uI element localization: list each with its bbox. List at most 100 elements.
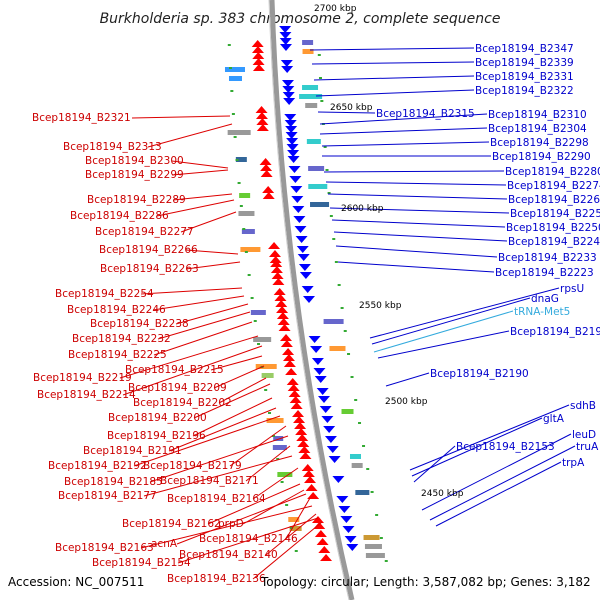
tick-label: 2600 kbp	[341, 204, 384, 214]
feature-tracks	[224, 26, 388, 562]
gene-label: Bcep18194_B2250	[506, 222, 600, 234]
connector-line	[331, 219, 506, 228]
connector-line	[321, 141, 490, 147]
connector-line	[421, 433, 572, 511]
connector-line	[285, 497, 311, 540]
annotation-block	[349, 454, 361, 459]
connector-line	[335, 245, 498, 258]
forward-gene-arrow	[282, 354, 295, 361]
connector-line	[337, 261, 495, 273]
annotation-block	[329, 346, 346, 351]
gene-label: Bcep18194_B2263	[100, 263, 199, 275]
gene-label: Bcep18194_B2163	[55, 542, 154, 554]
gene-label: dnaG	[531, 293, 559, 305]
forward-gene-arrow	[256, 118, 269, 125]
reverse-gene-arrow	[285, 126, 298, 133]
label-connectors	[119, 47, 576, 580]
marker-tick	[253, 320, 257, 322]
marker-tick	[384, 560, 388, 562]
connector-line	[207, 483, 301, 525]
marker-tick	[276, 458, 280, 460]
reverse-gene-arrow	[346, 544, 359, 551]
forward-gene-arrow	[268, 242, 281, 249]
forward-gene-arrow	[251, 46, 264, 53]
gene-label: acnA	[151, 538, 178, 550]
connector-line	[133, 415, 281, 467]
gene-label: Bcep18194_B2177	[58, 490, 157, 502]
forward-gene-arrow	[299, 452, 312, 459]
connector-line	[409, 404, 570, 471]
connector-line	[177, 517, 319, 564]
backbone	[268, 0, 355, 600]
connector-line	[385, 372, 430, 387]
marker-tick	[329, 215, 333, 217]
reverse-gene-arrow	[284, 120, 297, 127]
reverse-gene-arrow	[321, 416, 334, 423]
reverse-gene-arrow	[296, 246, 309, 253]
gene-label: Bcep18194_B2202	[133, 397, 232, 409]
tick-label: 2550 kbp	[359, 301, 402, 311]
marker-tick	[231, 113, 235, 115]
reverse-gene-arrow	[284, 114, 297, 121]
forward-gene-arrow	[311, 516, 324, 523]
forward-gene-arrow	[296, 434, 309, 441]
annotation-block	[227, 130, 251, 135]
annotation-block	[323, 319, 344, 324]
scale-ticks: 2700 kbp 2650 kbp 2600 kbp 2550 kbp 2500…	[314, 4, 464, 499]
marker-tick	[228, 67, 232, 69]
reverse-gene-arrow	[293, 216, 306, 223]
gene-label: Bcep18194_B2266	[99, 244, 198, 256]
marker-tick	[272, 435, 276, 437]
annotation-block	[289, 526, 302, 531]
marker-tick	[337, 284, 341, 286]
connector-line	[168, 407, 277, 452]
connector-line	[317, 111, 376, 114]
reverse-gene-arrow	[316, 388, 329, 395]
reverse-gene-arrow	[282, 92, 295, 99]
gene-label: Bcep18194_B2347	[475, 43, 574, 55]
connector-line	[172, 193, 233, 201]
reverse-gene-arrow	[285, 132, 298, 139]
connector-line	[210, 355, 263, 371]
gene-label: Bcep18194_B2254	[55, 288, 154, 300]
connector-line	[315, 89, 475, 97]
reverse-gene-arrow	[328, 456, 341, 463]
forward-gene-arrow	[295, 428, 308, 435]
connector-line	[171, 169, 229, 176]
gene-label: truA	[576, 441, 599, 453]
gene-label: Bcep18194_B2277	[95, 226, 194, 238]
annotation-block	[266, 418, 284, 423]
forward-gene-arrow	[260, 170, 273, 177]
reverse-gene-arrow	[314, 376, 327, 383]
connector-line	[147, 123, 233, 148]
gene-label: Bcep18194_B2197	[510, 326, 600, 338]
gene-label: Bcep18194_B2300	[85, 155, 184, 167]
marker-tick	[294, 550, 298, 552]
forward-gene-arrow	[302, 470, 315, 477]
forward-gene-arrow	[305, 484, 318, 491]
connector-line	[149, 435, 289, 483]
connector-line	[311, 61, 475, 65]
annotation-block	[273, 436, 284, 441]
reverse-gene-arrow	[286, 144, 299, 151]
marker-tick	[242, 228, 246, 230]
forward-gene-arrow	[318, 546, 331, 553]
annotation-block	[240, 247, 261, 252]
annotation-block	[363, 535, 380, 540]
connector-line	[377, 330, 510, 359]
annotation-block	[302, 49, 314, 54]
reverse-gene-arrow	[286, 138, 299, 145]
gene-label: prpD	[218, 518, 244, 530]
forward-gene-arrow	[314, 530, 327, 537]
forward-gene-arrow	[277, 318, 290, 325]
right-gene-labels: Bcep18194_B2347 Bcep18194_B2339 Bcep1819…	[376, 43, 600, 469]
reverse-gene-arrow	[291, 196, 304, 203]
gene-label: gltA	[543, 413, 565, 425]
gene-label: Bcep18194_B2179	[143, 460, 242, 472]
forward-gene-arrow	[280, 340, 293, 347]
forward-gene-arrow	[297, 440, 310, 447]
annotation-block	[305, 103, 318, 108]
annotation-block	[255, 364, 277, 369]
forward-gene-arrow	[262, 186, 275, 193]
